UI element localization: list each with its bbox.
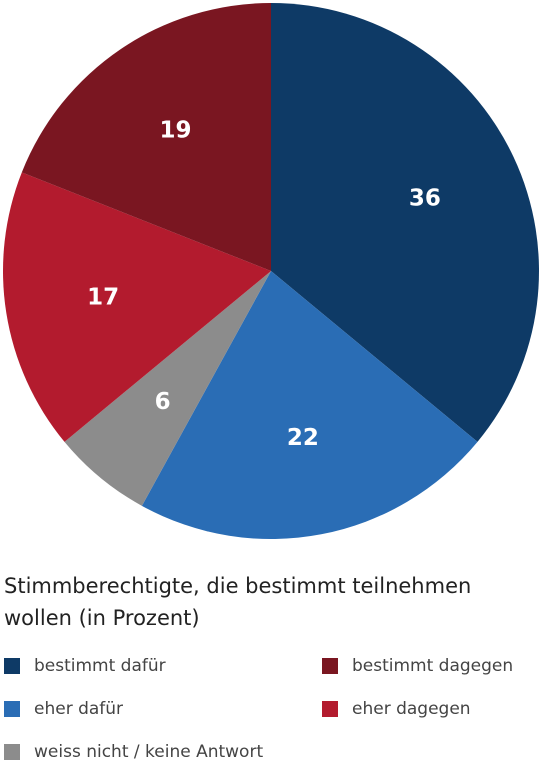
pie-slice-weiss-nicht xyxy=(64,271,272,506)
legend-label-weiss-nicht: weiss nicht / keine Antwort xyxy=(34,742,264,762)
data-label-eher-dagegen: 17 xyxy=(87,285,119,311)
data-label-eher-dafuer: 22 xyxy=(287,425,319,451)
pie-slice-bestimmt-dafuer xyxy=(271,3,539,442)
data-label-bestimmt-dagegen: 19 xyxy=(159,117,191,143)
legend-item-eher-dafuer: eher dafür xyxy=(4,696,123,722)
legend-item-eher-dagegen: eher dagegen xyxy=(322,696,471,722)
legend-item-bestimmt-dagegen: bestimmt dagegen xyxy=(322,653,513,679)
data-label-weiss-nicht: 6 xyxy=(155,389,171,415)
chart-subtitle: Stimmberechtigte, die bestimmt teilnehme… xyxy=(4,574,472,630)
legend-swatch-bestimmt-dagegen xyxy=(322,658,338,674)
legend-label-bestimmt-dagegen: bestimmt dagegen xyxy=(352,656,514,676)
legend-item-bestimmt-dafuer: bestimmt dafür xyxy=(4,653,166,679)
legend-item-weiss-nicht: weiss nicht / keine Antwort xyxy=(4,739,263,765)
pie-slice-eher-dafuer xyxy=(141,271,478,539)
data-label-bestimmt-dafuer: 36 xyxy=(409,186,441,212)
pie-chart: 36 22 6 17 19 xyxy=(3,3,539,539)
legend-label-eher-dafuer: eher dafür xyxy=(34,699,124,719)
legend-swatch-bestimmt-dafuer xyxy=(4,658,20,674)
legend-label-eher-dagegen: eher dagegen xyxy=(352,699,471,719)
legend-swatch-eher-dafuer xyxy=(4,701,20,717)
pie-slice-bestimmt-dagegen xyxy=(21,3,272,271)
legend-swatch-weiss-nicht xyxy=(4,744,20,760)
legend-swatch-eher-dagegen xyxy=(322,701,338,717)
pie-slice-eher-dagegen xyxy=(3,172,272,442)
legend-label-bestimmt-dafuer: bestimmt dafür xyxy=(34,656,166,676)
